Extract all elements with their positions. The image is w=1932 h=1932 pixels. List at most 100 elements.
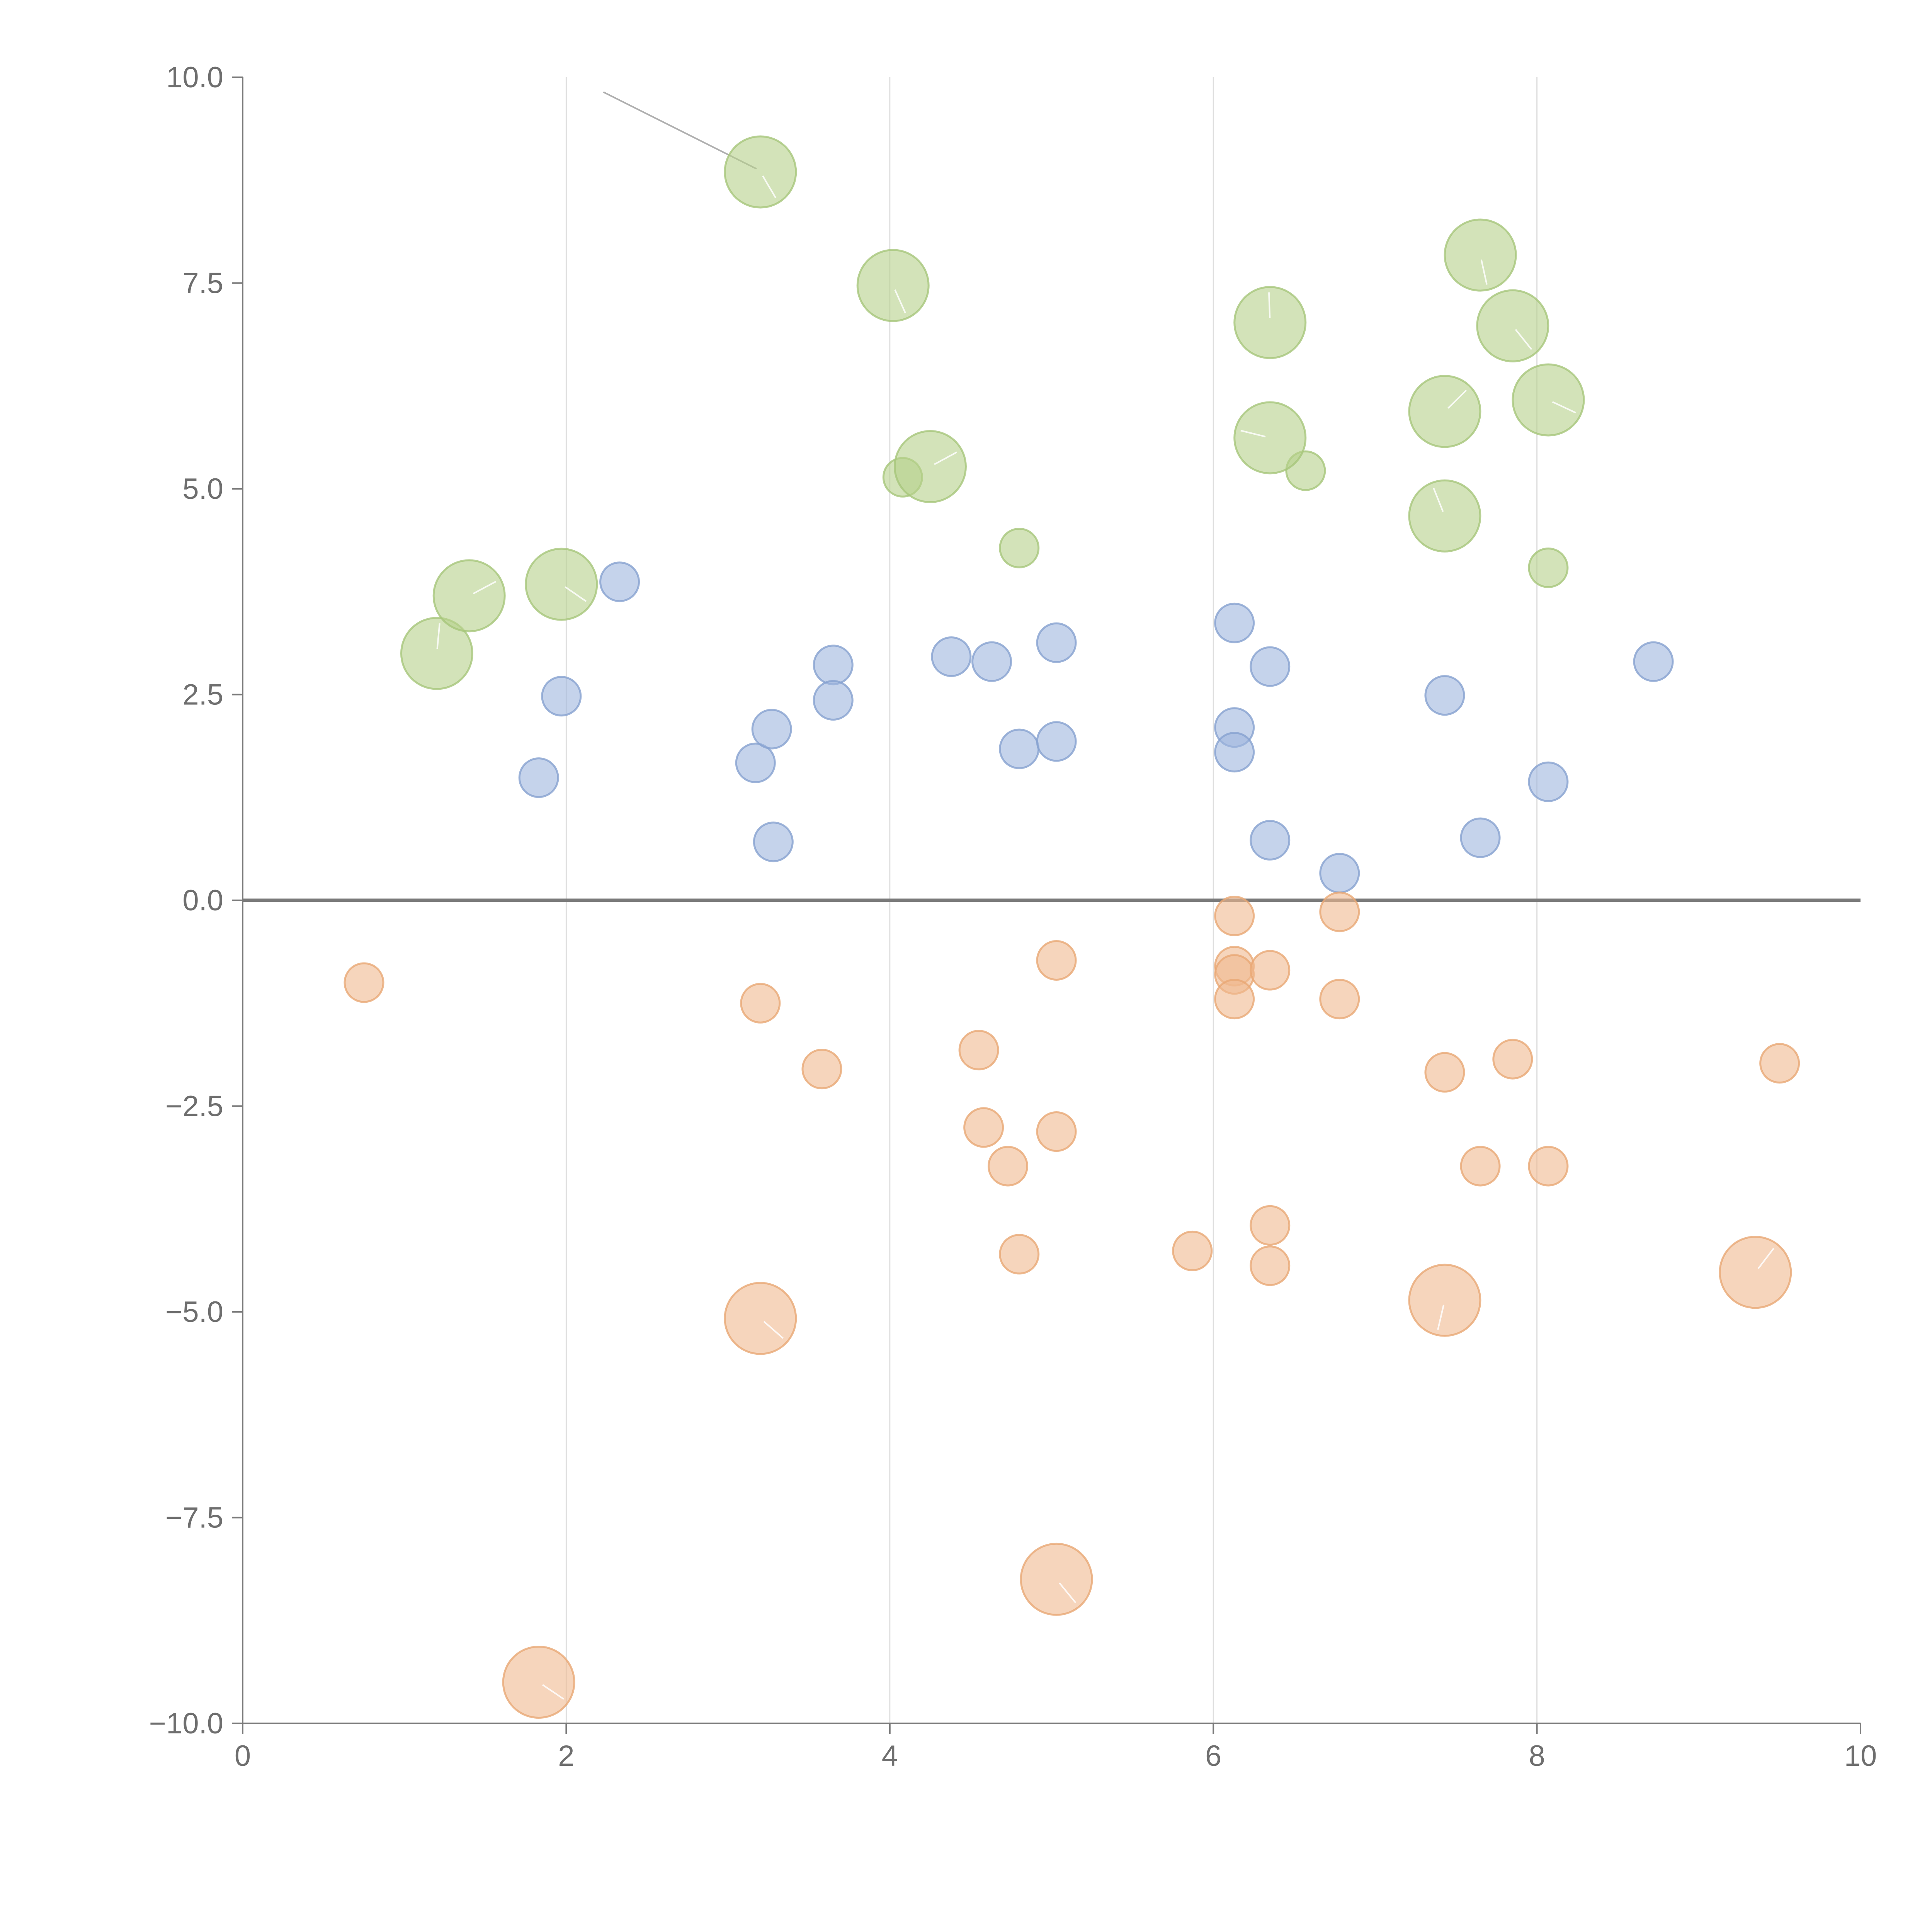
green-bubble-inner-stroke xyxy=(1268,292,1271,318)
green-bubble-inner-stroke xyxy=(762,175,777,199)
green-bubble xyxy=(432,559,506,633)
orange-bubble xyxy=(1020,1543,1093,1616)
y-tick-label: −5.0 xyxy=(165,1296,223,1328)
orange-bubble xyxy=(502,1646,575,1719)
x-tick-label: 0 xyxy=(235,1740,251,1772)
x-tick-label: 10 xyxy=(1844,1740,1877,1772)
green-bubble-inner-stroke xyxy=(1480,259,1488,285)
green-bubble xyxy=(1512,363,1585,437)
green-bubble-inner-stroke xyxy=(1240,430,1266,438)
blue-bubble xyxy=(1319,853,1360,894)
green-bubble-inner-stroke xyxy=(436,623,440,649)
green-bubble xyxy=(525,548,598,621)
x-tick-label: 2 xyxy=(558,1740,574,1772)
tick-labels: 10.0 7.5 5.0 2.5 0.0 −2.5 −5.0 −7.5 −10.0 0 2 4 6 8 10 xyxy=(149,61,1877,1772)
y-tick-label: 7.5 xyxy=(182,267,223,300)
green-bubble xyxy=(1408,375,1481,448)
blue-bubble xyxy=(999,728,1040,769)
green-bubble xyxy=(1476,289,1549,362)
blue-bubble xyxy=(1424,675,1465,716)
y-tick-label: 2.5 xyxy=(182,679,223,711)
green-bubble xyxy=(1408,479,1481,553)
green-bubble-inner-stroke xyxy=(1447,389,1467,409)
y-tick-label: 10.0 xyxy=(166,61,223,94)
blue-bubble xyxy=(813,680,854,721)
blue-bubble xyxy=(599,561,640,602)
orange-bubble xyxy=(1214,979,1255,1020)
orange-bubble-inner-stroke xyxy=(1757,1248,1774,1269)
orange-bubble xyxy=(801,1049,842,1090)
green-bubble xyxy=(1233,286,1307,359)
orange-bubble xyxy=(1759,1043,1800,1084)
green-bubble-inner-stroke xyxy=(565,586,587,602)
y-tick-label: −2.5 xyxy=(165,1090,223,1123)
blue-bubble xyxy=(735,742,776,783)
blue-bubble xyxy=(931,636,972,677)
green-bubble xyxy=(400,617,473,690)
orange-bubble xyxy=(987,1146,1028,1187)
orange-bubble xyxy=(1408,1264,1481,1337)
orange-bubble xyxy=(1460,1146,1501,1187)
axes xyxy=(232,77,1861,1734)
blue-bubble xyxy=(1250,646,1291,687)
x-tick-label: 4 xyxy=(882,1740,898,1772)
blue-bubble xyxy=(1036,622,1077,663)
y-tick-label: −7.5 xyxy=(165,1502,223,1534)
orange-bubble xyxy=(1719,1236,1792,1309)
green-bubble-inner-stroke xyxy=(1515,329,1532,350)
orange-bubble xyxy=(724,1282,797,1355)
orange-bubble xyxy=(1036,940,1077,981)
orange-bubble xyxy=(963,1107,1004,1148)
blue-bubble xyxy=(1036,721,1077,762)
orange-bubble xyxy=(1319,891,1360,932)
y-tick-label: −10.0 xyxy=(149,1707,223,1740)
green-bubble-inner-stroke xyxy=(1552,401,1576,413)
x-tick-label: 6 xyxy=(1205,1740,1221,1772)
green-bubble-inner-stroke xyxy=(473,581,497,595)
green-bubble xyxy=(999,527,1040,568)
green-bubble xyxy=(893,430,967,503)
orange-bubble xyxy=(1214,895,1255,936)
blue-bubble xyxy=(1460,817,1501,858)
orange-bubble xyxy=(1250,1245,1291,1286)
green-bubble xyxy=(856,249,930,322)
blue-bubble xyxy=(971,641,1012,682)
blue-bubble xyxy=(753,821,794,862)
orange-bubble-inner-stroke xyxy=(542,1684,565,1700)
blue-bubble xyxy=(1214,732,1255,773)
green-bubble xyxy=(1528,547,1569,588)
orange-bubble xyxy=(1319,979,1360,1020)
orange-bubble xyxy=(1172,1230,1213,1271)
green-bubble xyxy=(1233,401,1307,474)
orange-bubble-inner-stroke xyxy=(1437,1304,1445,1330)
blue-bubble xyxy=(518,757,559,798)
blue-bubble xyxy=(1528,761,1569,802)
green-bubble-inner-stroke xyxy=(894,289,906,314)
orange-bubble-inner-stroke xyxy=(763,1321,784,1339)
blue-bubble xyxy=(541,676,582,717)
blue-bubble xyxy=(1214,602,1255,643)
data-points xyxy=(344,135,1800,1719)
orange-bubble xyxy=(1492,1039,1533,1080)
orange-bubble xyxy=(344,962,384,1003)
orange-bubble xyxy=(999,1234,1040,1275)
green-bubble xyxy=(724,135,797,209)
y-tick-label: 5.0 xyxy=(182,473,223,505)
orange-bubble-inner-stroke xyxy=(1059,1582,1077,1603)
blue-bubble xyxy=(1250,820,1291,861)
orange-bubble xyxy=(1036,1111,1077,1152)
blue-bubble xyxy=(1633,641,1674,682)
orange-bubble xyxy=(1250,1205,1291,1246)
orange-bubble xyxy=(1424,1052,1465,1093)
orange-bubble xyxy=(1250,950,1291,991)
blue-bubble xyxy=(813,645,854,685)
x-tick-label: 8 xyxy=(1529,1740,1545,1772)
green-bubble-inner-stroke xyxy=(934,451,957,465)
blue-bubble xyxy=(751,709,792,750)
orange-bubble xyxy=(740,983,781,1024)
green-bubble-inner-stroke xyxy=(1433,487,1444,512)
green-bubble xyxy=(1444,218,1517,292)
y-tick-label: 0.0 xyxy=(182,884,223,917)
